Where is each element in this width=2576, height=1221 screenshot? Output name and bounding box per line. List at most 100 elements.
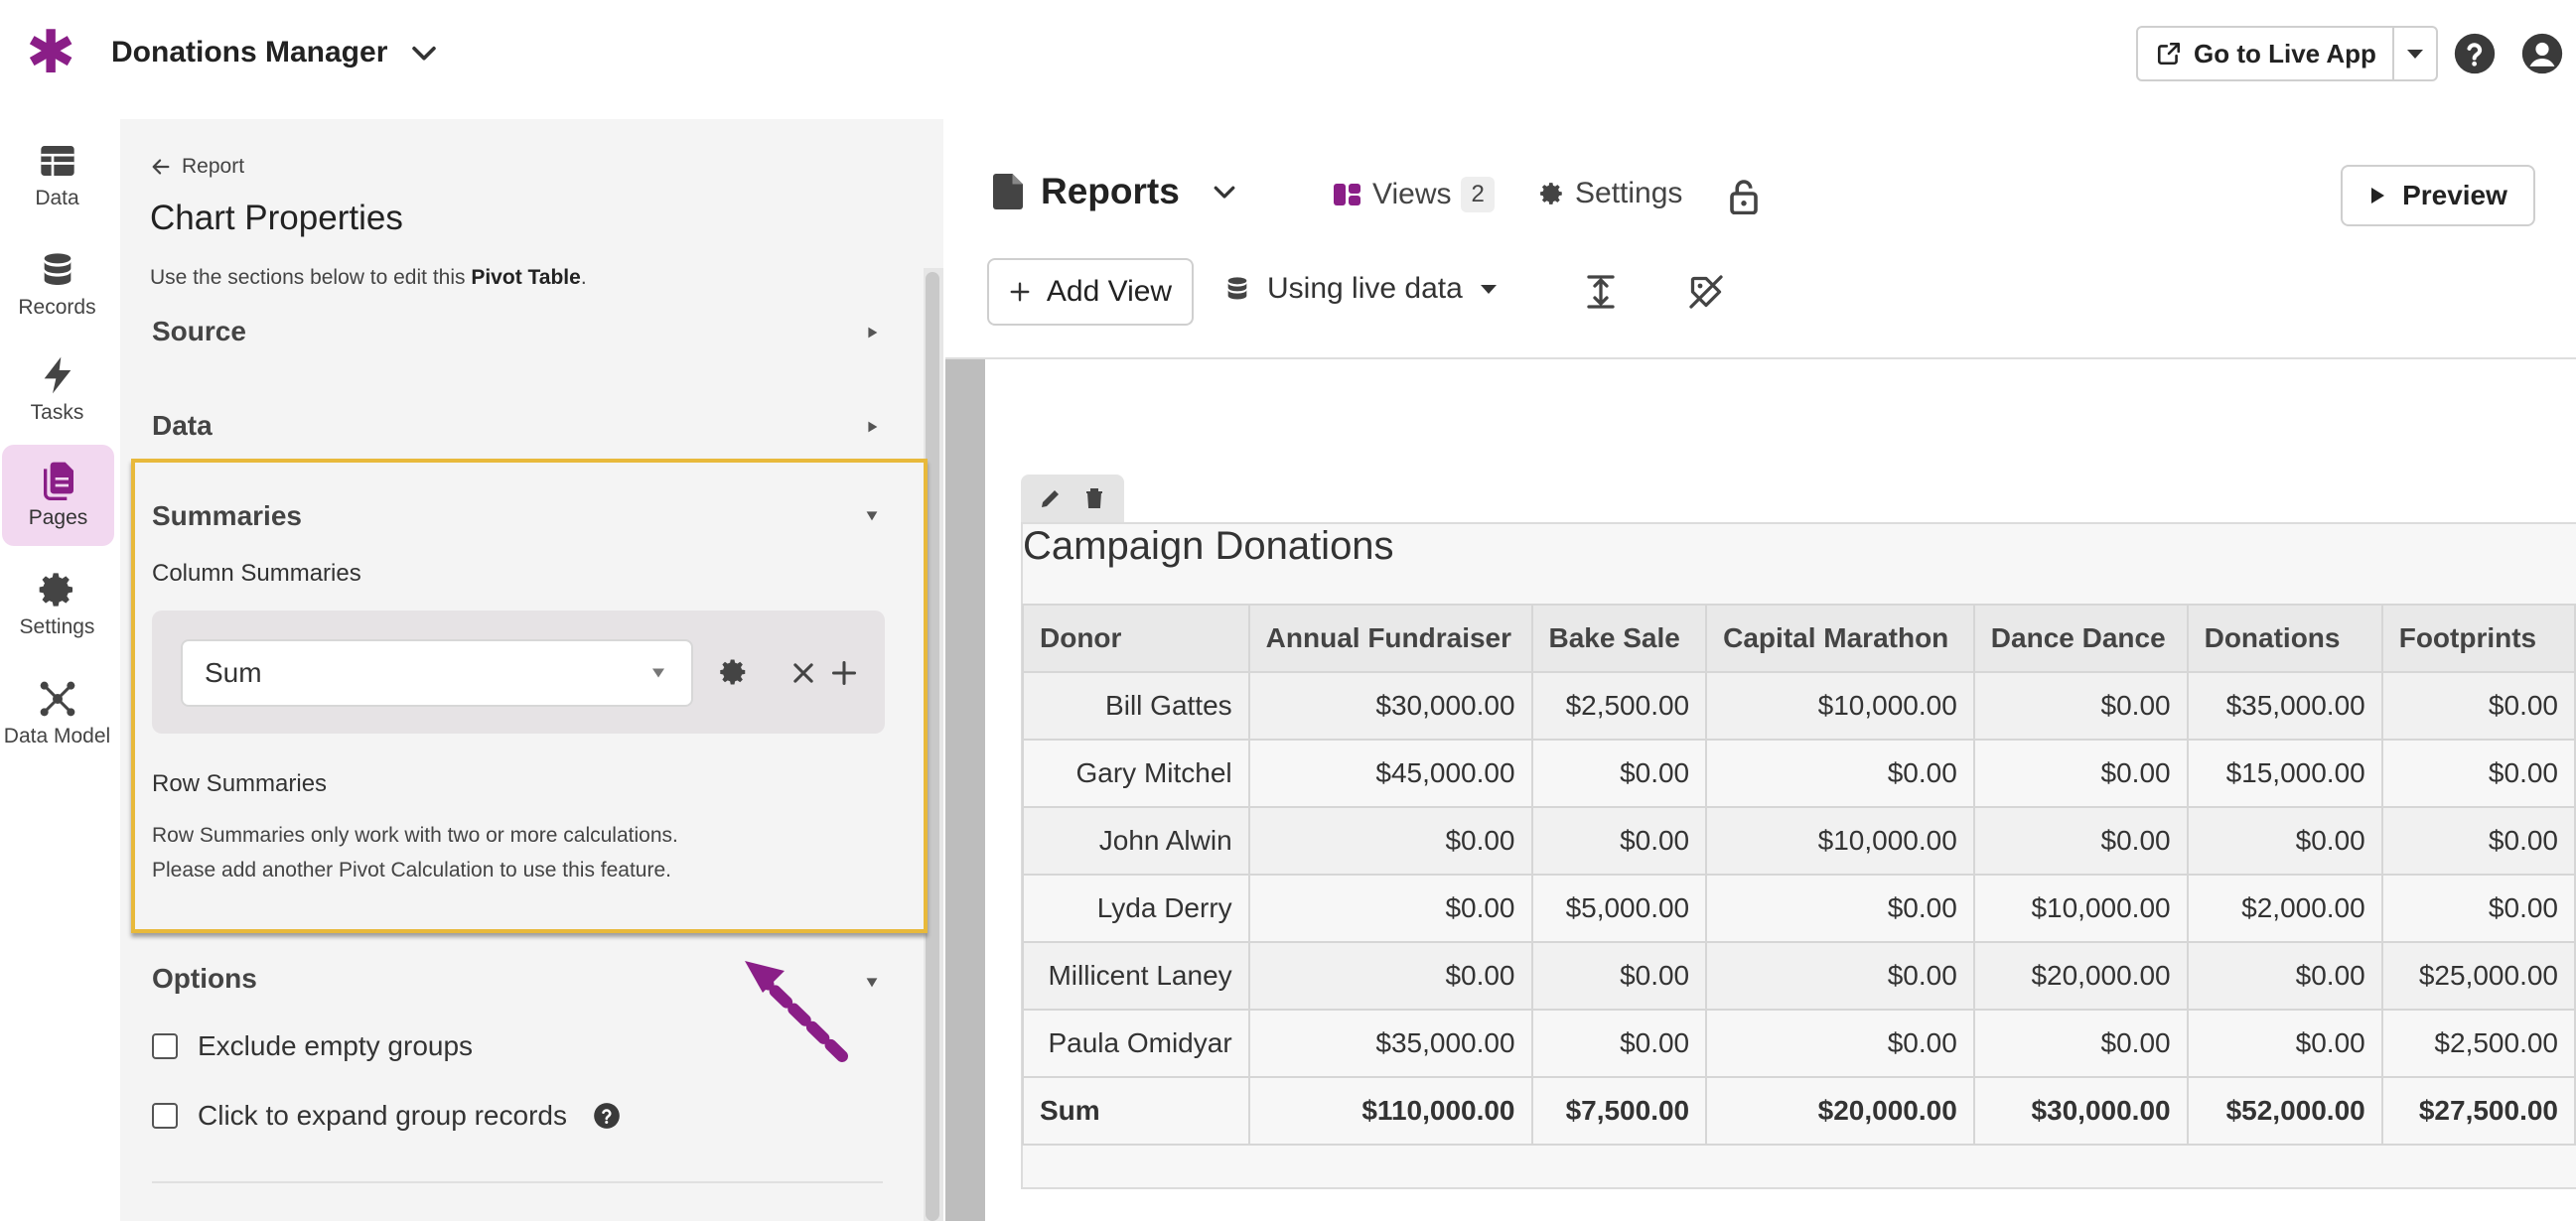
row-summaries-note-line: Please add another Pivot Calculation to … [152, 859, 671, 882]
table-cell: $0.00 [1705, 739, 1975, 808]
table-header-row: Donor Annual Fundraiser Bake Sale Capita… [1022, 604, 2576, 673]
nav-item-pages[interactable]: Pages [2, 445, 114, 546]
tag-off-icon[interactable] [1688, 274, 1724, 310]
summary-row[interactable]: Sum $110,000.00 $7,500.00 $20,000.00 $30… [1022, 1076, 2576, 1146]
summary-cell: $7,500.00 [1530, 1076, 1708, 1146]
table-cell: Gary Mitchel [1022, 739, 1250, 808]
panel-description-end: . [580, 266, 587, 289]
exclude-empty-groups-checkbox[interactable] [152, 1033, 178, 1059]
table-row[interactable]: Millicent Laney $0.00 $0.00 $0.00 $20,00… [1022, 941, 2576, 1011]
pages-icon [43, 462, 73, 500]
settings-tab-label: Settings [1575, 177, 1683, 209]
table-cell: $35,000.00 [1247, 1009, 1533, 1078]
plus-icon[interactable] [830, 659, 858, 687]
table-row[interactable]: John Alwin $0.00 $0.00 $10,000.00 $0.00 … [1022, 806, 2576, 876]
table-cell: Millicent Laney [1022, 941, 1250, 1011]
summary-function-select[interactable]: Sum [181, 639, 693, 707]
table-cell: $0.00 [2186, 806, 2383, 876]
pencil-icon[interactable] [1039, 486, 1063, 510]
nav-item-data[interactable]: Data [0, 125, 114, 226]
column-header[interactable]: Dance Dance [1972, 604, 2189, 673]
table-cell: $0.00 [1972, 671, 2189, 741]
trash-icon[interactable] [1082, 486, 1106, 510]
gear-icon[interactable] [719, 657, 749, 687]
table-cell: $10,000.00 [1705, 806, 1975, 876]
panel-title: Chart Properties [150, 199, 403, 237]
table-cell: $35,000.00 [2186, 671, 2383, 741]
go-to-live-app-button[interactable]: Go to Live App [2138, 28, 2394, 79]
table-row[interactable]: Bill Gattes $30,000.00 $2,500.00 $10,000… [1022, 671, 2576, 741]
nav-item-records[interactable]: Records [0, 234, 114, 336]
panel-scrollbar-thumb[interactable] [926, 272, 939, 1221]
nav-item-label: Data Model [3, 725, 111, 747]
table-cell: $2,500.00 [1530, 671, 1708, 741]
section-options-header[interactable]: Options [152, 963, 257, 994]
summary-cell: $52,000.00 [2186, 1076, 2383, 1146]
close-icon[interactable] [789, 659, 817, 687]
live-app-button-group: Go to Live App [2136, 26, 2438, 81]
app-title[interactable]: Donations Manager [111, 36, 388, 68]
caret-right-icon[interactable] [863, 324, 881, 341]
section-data-header[interactable]: Data [152, 410, 213, 441]
lock-icon[interactable] [1728, 179, 1760, 214]
column-header[interactable]: Donations [2186, 604, 2383, 673]
chevron-down-icon [1214, 186, 1235, 199]
user-avatar-icon[interactable] [2520, 32, 2564, 75]
help-icon[interactable] [593, 1102, 621, 1130]
section-source-header[interactable]: Source [152, 316, 246, 346]
table-cell: $0.00 [2380, 874, 2576, 943]
table-cell: $0.00 [1705, 941, 1975, 1011]
left-nav: Data Records Tasks Pages Settings Data M… [0, 109, 119, 1221]
table-cell: $2,500.00 [2380, 1009, 2576, 1078]
app-logo-icon[interactable]: ✱ [26, 19, 76, 85]
report-title[interactable]: Reports [993, 171, 1239, 212]
chevron-down-icon[interactable] [407, 36, 441, 69]
preview-button[interactable]: Preview [2341, 165, 2535, 226]
table-cell: $5,000.00 [1530, 874, 1708, 943]
live-app-dropdown-button[interactable] [2394, 28, 2436, 79]
caret-right-icon[interactable] [863, 418, 881, 436]
table-row[interactable]: Lyda Derry $0.00 $5,000.00 $0.00 $10,000… [1022, 874, 2576, 943]
row-summaries-label: Row Summaries [152, 770, 328, 797]
column-header[interactable]: Footprints [2380, 604, 2576, 673]
table-cell: $0.00 [1530, 806, 1708, 876]
go-to-live-app-label: Go to Live App [2194, 38, 2376, 68]
views-tab[interactable]: Views 2 [1333, 177, 1495, 212]
expand-group-records-checkbox[interactable] [152, 1103, 178, 1129]
help-icon[interactable] [2453, 32, 2497, 75]
nav-item-data-model[interactable]: Data Model [0, 663, 114, 764]
add-view-button[interactable]: Add View [987, 258, 1194, 326]
table-cell: $0.00 [1247, 806, 1533, 876]
section-summaries-header[interactable]: Summaries [152, 500, 302, 531]
panel-description-type: Pivot Table [471, 266, 581, 289]
caret-down-icon[interactable] [863, 973, 881, 991]
plus-icon [1010, 282, 1030, 302]
summary-cell: $20,000.00 [1705, 1076, 1975, 1146]
canvas-gutter [945, 359, 985, 1221]
settings-tab[interactable]: Settings [1539, 177, 1682, 210]
column-header[interactable]: Annual Fundraiser [1247, 604, 1533, 673]
top-bar: ✱ Donations Manager Go to Live App [0, 0, 2576, 109]
caret-down-icon [2406, 50, 2423, 59]
data-mode-dropdown[interactable]: Using live data [1223, 272, 1499, 306]
column-header[interactable]: Capital Marathon [1705, 604, 1975, 673]
canvas-divider [945, 357, 2576, 359]
nav-item-tasks[interactable]: Tasks [0, 339, 114, 441]
caret-down-icon[interactable] [863, 506, 881, 524]
arrow-left-icon [152, 159, 170, 175]
table-row[interactable]: Gary Mitchel $45,000.00 $0.00 $0.00 $0.0… [1022, 739, 2576, 808]
table-cell: $0.00 [2380, 671, 2576, 741]
column-header[interactable]: Bake Sale [1530, 604, 1708, 673]
preview-label: Preview [2402, 180, 2507, 210]
table-cell: Paula Omidyar [1022, 1009, 1250, 1078]
views-label: Views [1372, 178, 1452, 210]
column-header[interactable]: Donor [1022, 604, 1250, 673]
gear-icon [39, 573, 72, 607]
play-icon [2371, 188, 2385, 204]
table-cell: $2,000.00 [2186, 874, 2383, 943]
nav-item-settings[interactable]: Settings [0, 554, 114, 655]
caret-down-icon [652, 668, 664, 678]
expand-height-icon[interactable] [1583, 274, 1619, 310]
table-row[interactable]: Paula Omidyar $35,000.00 $0.00 $0.00 $0.… [1022, 1009, 2576, 1078]
back-to-report-link[interactable]: Report [150, 155, 244, 179]
